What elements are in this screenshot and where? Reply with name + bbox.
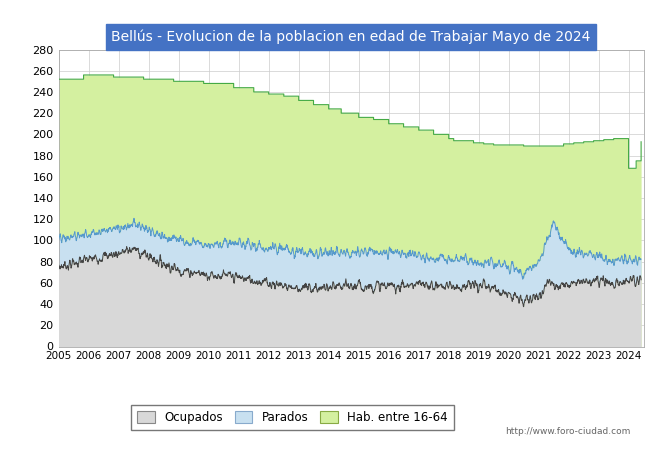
Title: Bellús - Evolucion de la poblacion en edad de Trabajar Mayo de 2024: Bellús - Evolucion de la poblacion en ed…	[111, 30, 591, 44]
Legend: Ocupados, Parados, Hab. entre 16-64: Ocupados, Parados, Hab. entre 16-64	[131, 405, 454, 430]
Text: http://www.foro-ciudad.com: http://www.foro-ciudad.com	[505, 428, 630, 436]
